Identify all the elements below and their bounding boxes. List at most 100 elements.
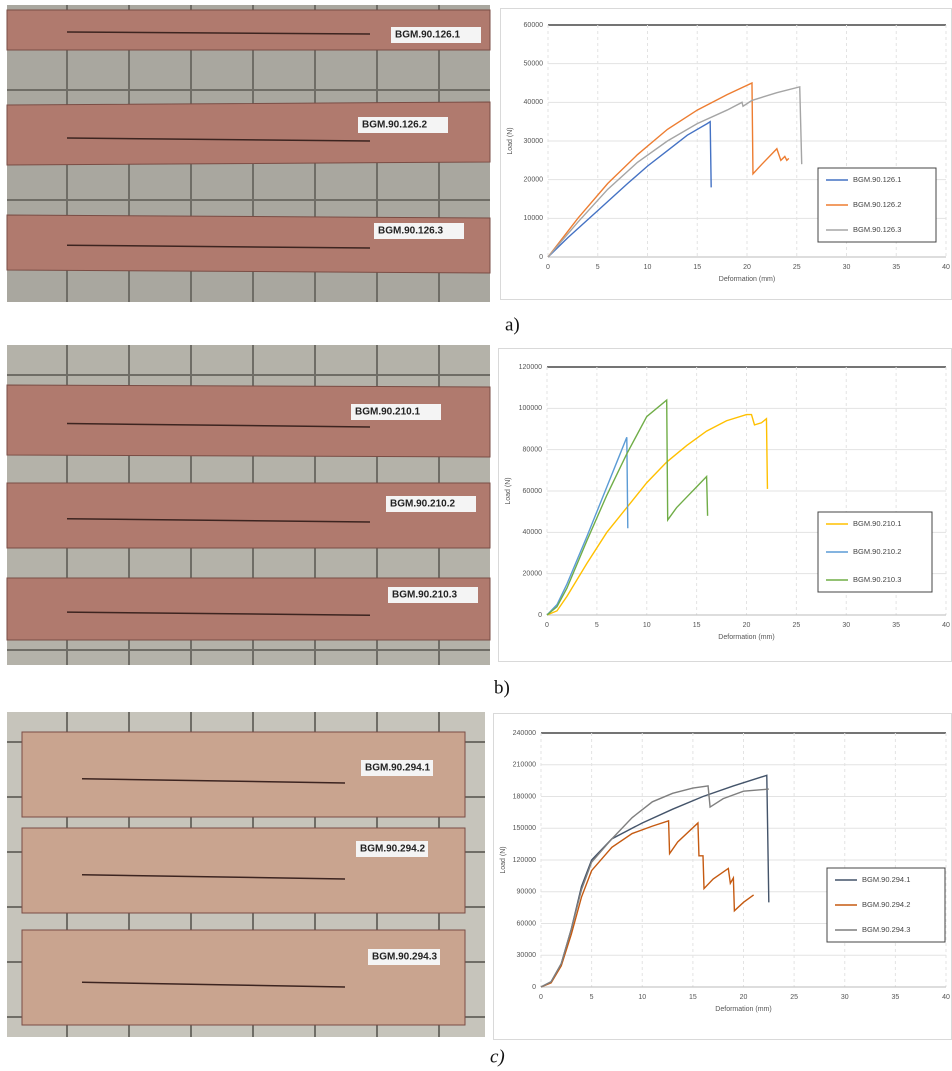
y-tick-label: 60000 bbox=[523, 488, 543, 495]
x-tick-label: 40 bbox=[942, 622, 950, 629]
y-tick-label: 150000 bbox=[513, 825, 536, 832]
label-tag bbox=[368, 949, 440, 965]
specimen bbox=[21, 929, 466, 1026]
y-axis-title: Load (N) bbox=[500, 846, 507, 873]
specimen-label: BGM.90.210.3 bbox=[392, 590, 457, 601]
x-tick-label: 5 bbox=[590, 994, 594, 1001]
specimen-label: BGM.90.210.1 bbox=[355, 407, 420, 418]
specimen bbox=[21, 731, 466, 818]
y-tick-label: 40000 bbox=[523, 529, 543, 536]
specimen bbox=[6, 214, 491, 274]
legend-label: BGM.90.126.2 bbox=[853, 200, 901, 209]
legend-label: BGM.90.210.2 bbox=[853, 547, 901, 556]
crack bbox=[81, 778, 346, 784]
series-line bbox=[546, 437, 629, 616]
specimen bbox=[6, 577, 491, 641]
crack bbox=[81, 981, 346, 988]
y-axis-title: Load (N) bbox=[505, 477, 512, 504]
legend-label: BGM.90.210.3 bbox=[853, 575, 901, 584]
y-tick-label: 180000 bbox=[513, 793, 536, 800]
panel-label: c) bbox=[490, 1046, 505, 1067]
series-line bbox=[540, 785, 769, 988]
y-tick-label: 50000 bbox=[524, 61, 544, 68]
y-tick-label: 60000 bbox=[524, 22, 544, 29]
x-tick-label: 10 bbox=[638, 994, 646, 1001]
specimen bbox=[6, 9, 491, 51]
y-axis-title: Load (N) bbox=[507, 127, 514, 154]
specimen-label: BGM.90.126.3 bbox=[378, 226, 443, 237]
label-tag bbox=[374, 223, 464, 239]
specimen bbox=[6, 101, 491, 166]
specimen bbox=[21, 827, 466, 914]
y-tick-label: 40000 bbox=[524, 99, 544, 106]
specimen-label: BGM.90.294.2 bbox=[360, 844, 425, 855]
x-tick-label: 0 bbox=[545, 622, 549, 629]
label-tag bbox=[351, 404, 441, 420]
x-tick-label: 35 bbox=[891, 994, 899, 1001]
x-tick-label: 20 bbox=[740, 994, 748, 1001]
x-tick-label: 15 bbox=[693, 622, 701, 629]
legend-label: BGM.90.294.1 bbox=[862, 875, 910, 884]
label-tag bbox=[356, 841, 428, 857]
y-tick-label: 210000 bbox=[513, 762, 536, 769]
x-tick-label: 20 bbox=[743, 264, 751, 271]
legend-label: BGM.90.126.1 bbox=[853, 175, 901, 184]
label-tag bbox=[358, 117, 448, 133]
panel-label: b) bbox=[494, 677, 510, 698]
label-tag bbox=[391, 27, 481, 43]
x-tick-label: 30 bbox=[842, 622, 850, 629]
y-tick-label: 100000 bbox=[519, 405, 542, 412]
y-tick-label: 60000 bbox=[517, 920, 537, 927]
y-tick-label: 0 bbox=[538, 612, 542, 619]
specimen-label: BGM.90.126.2 bbox=[362, 120, 427, 131]
x-tick-label: 30 bbox=[843, 264, 851, 271]
y-tick-label: 90000 bbox=[517, 889, 537, 896]
crack bbox=[66, 422, 371, 428]
legend-label: BGM.90.126.3 bbox=[853, 225, 901, 234]
y-tick-label: 30000 bbox=[524, 138, 544, 145]
series-line bbox=[547, 81, 790, 258]
series-line bbox=[546, 398, 709, 616]
specimen bbox=[6, 482, 491, 549]
crack bbox=[81, 874, 346, 880]
y-tick-label: 30000 bbox=[517, 952, 537, 959]
crack bbox=[66, 518, 371, 523]
x-tick-label: 40 bbox=[942, 994, 950, 1001]
series-line bbox=[540, 819, 755, 988]
x-axis-title: Deformation (mm) bbox=[715, 1006, 771, 1013]
x-tick-label: 0 bbox=[539, 994, 543, 1001]
x-tick-label: 30 bbox=[841, 994, 849, 1001]
x-tick-label: 25 bbox=[793, 264, 801, 271]
chart-frame bbox=[498, 348, 952, 662]
specimen-label: BGM.90.126.1 bbox=[395, 30, 460, 41]
legend-label: BGM.90.210.1 bbox=[853, 519, 901, 528]
panel-label: a) bbox=[505, 314, 520, 335]
x-tick-label: 5 bbox=[596, 264, 600, 271]
legend-label: BGM.90.294.2 bbox=[862, 900, 910, 909]
x-tick-label: 15 bbox=[689, 994, 697, 1001]
crack bbox=[66, 244, 371, 249]
specimen bbox=[6, 384, 491, 458]
series-line bbox=[547, 120, 712, 258]
y-tick-label: 0 bbox=[532, 984, 536, 991]
specimen-label: BGM.90.210.2 bbox=[390, 499, 455, 510]
label-tag bbox=[386, 496, 476, 512]
specimen-label: BGM.90.294.1 bbox=[365, 763, 430, 774]
y-tick-label: 80000 bbox=[523, 447, 543, 454]
y-tick-label: 20000 bbox=[524, 177, 544, 184]
x-tick-label: 35 bbox=[892, 264, 900, 271]
x-tick-label: 40 bbox=[942, 264, 950, 271]
x-tick-label: 35 bbox=[892, 622, 900, 629]
x-tick-label: 25 bbox=[792, 622, 800, 629]
crack bbox=[66, 31, 371, 35]
label-tag bbox=[361, 760, 433, 776]
x-tick-label: 0 bbox=[546, 264, 550, 271]
y-tick-label: 240000 bbox=[513, 730, 536, 737]
series-line bbox=[546, 413, 769, 616]
chart-frame bbox=[500, 8, 952, 300]
legend-label: BGM.90.294.3 bbox=[862, 925, 910, 934]
x-axis-title: Deformation (mm) bbox=[718, 634, 774, 641]
x-tick-label: 25 bbox=[790, 994, 798, 1001]
y-tick-label: 20000 bbox=[523, 571, 543, 578]
